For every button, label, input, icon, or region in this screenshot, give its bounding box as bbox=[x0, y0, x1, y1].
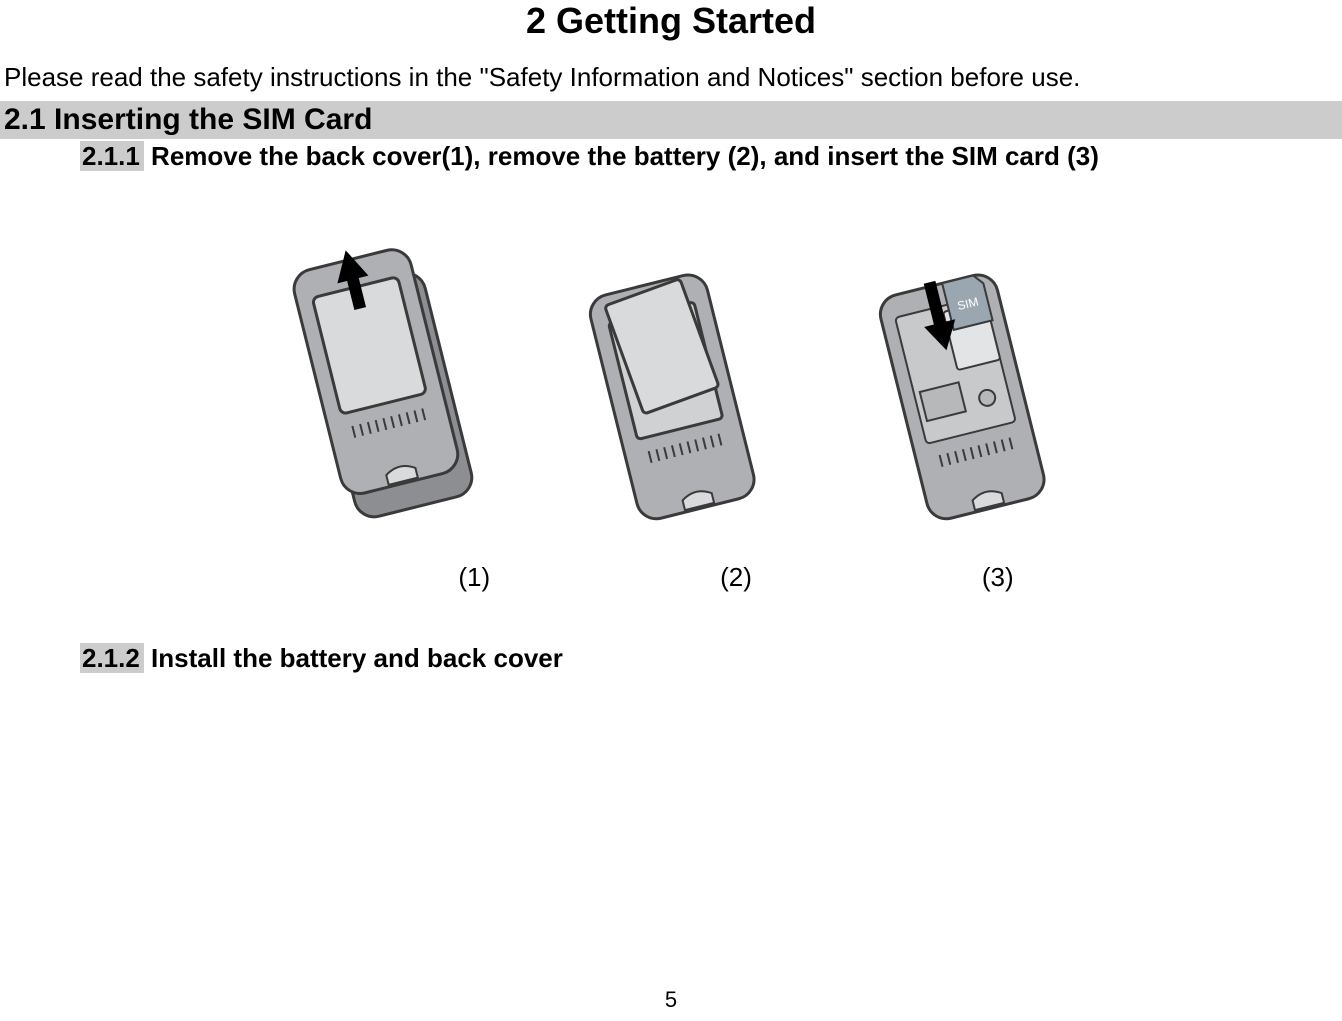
diagram-cell-1 bbox=[271, 232, 491, 552]
chapter-title: 2 Getting Started bbox=[0, 0, 1342, 62]
phone-insert-sim-icon: SIM bbox=[851, 232, 1071, 552]
page-number: 5 bbox=[0, 987, 1342, 1013]
subsection-2-1-1: 2.1.1 Remove the back cover(1), remove t… bbox=[0, 141, 1342, 172]
subsection-text: Remove the back cover(1), remove the bat… bbox=[144, 141, 1099, 171]
diagram-row: SIM bbox=[0, 232, 1342, 552]
diagram-cell-3: SIM bbox=[851, 232, 1071, 552]
section-heading-2-1: 2.1 Inserting the SIM Card bbox=[0, 101, 1342, 139]
subsection-number: 2.1.2 bbox=[80, 643, 144, 673]
subsection-text: Install the battery and back cover bbox=[144, 643, 563, 673]
figure-caption-2: (2) bbox=[720, 562, 752, 593]
phone-remove-battery-icon bbox=[561, 232, 781, 552]
phone-remove-cover-icon bbox=[271, 232, 491, 552]
document-page: 2 Getting Started Please read the safety… bbox=[0, 0, 1342, 1021]
figure-caption-3: (3) bbox=[982, 562, 1014, 593]
figure-caption-row: (1) (2) (3) bbox=[0, 562, 1342, 593]
intro-paragraph: Please read the safety instructions in t… bbox=[0, 62, 1342, 93]
figure-caption-1: (1) bbox=[458, 562, 490, 593]
subsection-number: 2.1.1 bbox=[80, 141, 144, 171]
subsection-2-1-2: 2.1.2 Install the battery and back cover bbox=[0, 643, 1342, 674]
diagram-cell-2 bbox=[561, 232, 781, 552]
